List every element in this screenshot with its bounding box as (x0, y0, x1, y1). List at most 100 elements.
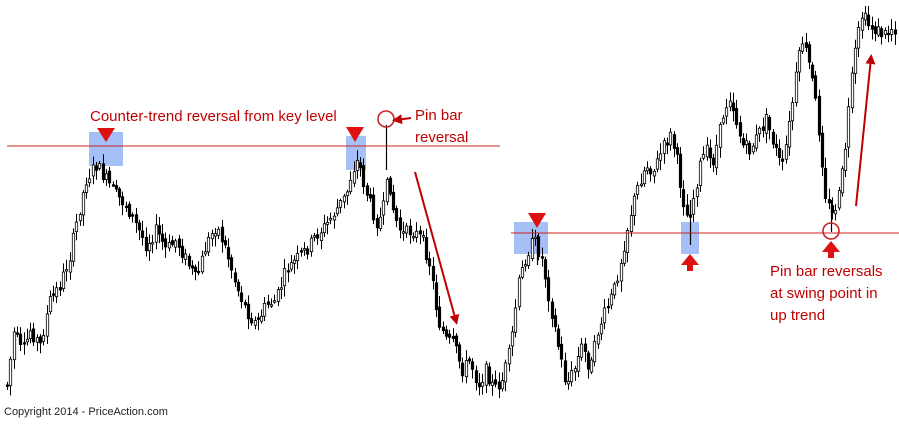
candle-body (843, 148, 848, 171)
candle-body (609, 293, 614, 306)
candle-body (602, 307, 607, 324)
candle-body (464, 360, 469, 378)
candle-body (147, 243, 152, 252)
candle-body (256, 317, 261, 320)
candle-body (84, 184, 89, 193)
candle-body (655, 158, 660, 170)
candle-body (64, 269, 69, 272)
candle-body (470, 361, 475, 370)
candle-body (61, 271, 66, 290)
up-arrow-marker-left (681, 254, 699, 271)
candle-body (154, 224, 159, 243)
candle-body (804, 42, 809, 48)
candle-body (645, 167, 650, 172)
candle-body (140, 230, 145, 238)
candle-body (850, 72, 855, 109)
candle-body (375, 217, 380, 229)
annotation-pin-bar-line1: Pin bar (415, 107, 463, 124)
candle-body (566, 380, 571, 385)
candle-body (388, 177, 393, 195)
candle-body (691, 198, 696, 215)
up-arrow-marker-right (822, 241, 840, 258)
down-triangle-marker-mid (346, 127, 364, 142)
candle-body (599, 323, 604, 335)
candle-body (889, 29, 894, 35)
candle-body (107, 170, 112, 184)
candle-body (546, 277, 551, 302)
candle-body (883, 29, 888, 35)
candle-body (167, 242, 172, 249)
candle-body (427, 258, 432, 267)
candle-body (780, 158, 785, 162)
candle-body (813, 75, 818, 99)
candle-body (48, 296, 53, 313)
candle-body (873, 26, 878, 34)
candle-body (711, 157, 716, 166)
candle-body (144, 236, 149, 252)
candle-body (196, 270, 201, 274)
candle-body (757, 127, 762, 135)
candle-body (724, 107, 729, 117)
candle-body (302, 248, 307, 251)
candle-body (876, 26, 881, 36)
candle-body (18, 333, 23, 345)
candle-body (800, 43, 805, 52)
candle-body (183, 253, 188, 260)
candle-body (879, 28, 884, 38)
candle-body (421, 235, 426, 238)
candle-body (751, 145, 756, 153)
candle-body (612, 283, 617, 296)
candle-body (180, 245, 185, 258)
candle-body (823, 167, 828, 200)
candle-body (266, 301, 271, 305)
candle-body (853, 47, 858, 74)
candle-body (741, 138, 746, 146)
candle-body (253, 320, 258, 326)
candle-body (467, 358, 472, 362)
candle-body (368, 194, 373, 199)
up-trend-arrow (855, 54, 876, 207)
candle-body (771, 131, 776, 145)
candle-body (734, 107, 739, 126)
candle-body (606, 305, 611, 309)
candle-body (632, 195, 637, 217)
candle-body (68, 260, 73, 273)
candle-body (827, 199, 832, 204)
candle-body (216, 228, 221, 236)
candle-body (784, 144, 789, 160)
candle-body (454, 335, 459, 347)
candle-body (22, 342, 27, 345)
candle-body (120, 196, 125, 206)
candle-body (619, 263, 624, 282)
annotation-pin-bar-line2: reversal (415, 129, 468, 146)
candle-body (58, 287, 63, 291)
candle-body (259, 315, 264, 322)
candle-body (642, 170, 647, 185)
candle-body (401, 231, 406, 234)
candle-body (576, 356, 581, 372)
candle-body (282, 268, 287, 287)
pin-bar-circle-bottom (822, 222, 840, 240)
candle-body (797, 50, 802, 73)
candle-body (490, 381, 495, 386)
down-triangle-marker-right (528, 213, 546, 228)
candle-body (586, 352, 591, 370)
candle-body (51, 293, 56, 296)
candle-body (35, 337, 40, 343)
candle-body (71, 232, 76, 262)
candle-body (305, 248, 310, 255)
candle-body (540, 256, 545, 259)
candle-body (523, 264, 528, 267)
candle-body (309, 237, 314, 253)
candle-body (355, 160, 360, 171)
candle-body (411, 236, 416, 239)
candle-body (672, 134, 677, 149)
candle-body (289, 262, 294, 270)
candle-body (200, 255, 205, 273)
candle-body (520, 267, 525, 278)
candle-body (38, 336, 43, 344)
candle-body (559, 343, 564, 360)
candle-body (714, 144, 719, 169)
candle-body (731, 102, 736, 112)
candle-body (332, 215, 337, 221)
